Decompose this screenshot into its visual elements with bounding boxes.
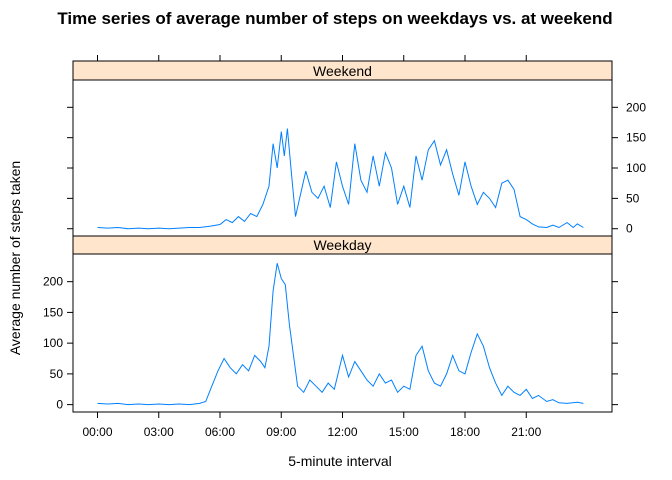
y-tick-label-weekday: 150 [43,305,63,319]
y-tick-label-weekday: 200 [43,275,63,289]
x-tick-label: 12:00 [327,425,357,439]
y-tick-label-weekday: 50 [50,367,64,381]
chart-title: Time series of average number of steps o… [57,9,612,28]
y-tick-label-weekend: 200 [626,100,646,114]
strip-label-weekend: Weekend [313,63,372,79]
strip-label-weekday: Weekday [313,237,371,253]
x-tick-label: 00:00 [82,425,112,439]
y-axis-label: Average number of steps taken [7,161,23,355]
panels-group: Weekend 0 50 100 150 200 Weekday 0 50 100 150 200 00… [43,55,646,439]
x-tick-label: 15:00 [389,425,419,439]
panel-frame-weekend [72,79,613,237]
y-tick-label-weekday: 0 [56,398,63,412]
y-tick-label-weekend: 150 [626,131,646,145]
y-tick-label-weekend: 100 [626,161,646,175]
x-tick-label: 06:00 [205,425,235,439]
x-tick-label: 18:00 [450,425,480,439]
x-tick-label: 09:00 [266,425,296,439]
series-line-weekend [97,128,584,230]
y-tick-label-weekend: 0 [626,222,633,236]
x-axis-label: 5-minute interval [288,453,392,469]
series-line-weekday [97,263,584,406]
x-tick-label: 03:00 [144,425,174,439]
y-tick-label-weekday: 100 [43,336,63,350]
panel-frame-weekday [72,253,613,413]
x-tick-label: 21:00 [511,425,541,439]
y-tick-label-weekend: 50 [626,191,640,205]
